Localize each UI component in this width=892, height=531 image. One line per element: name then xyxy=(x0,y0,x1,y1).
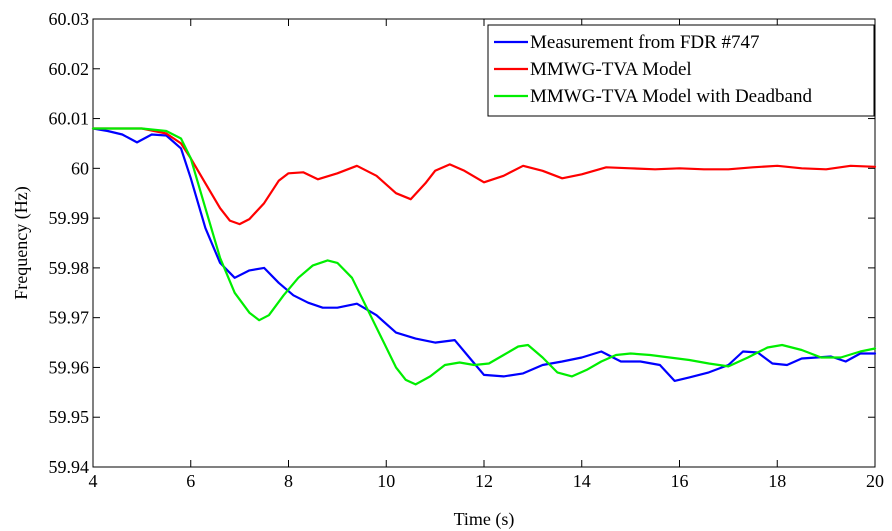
y-tick-label: 60 xyxy=(71,158,89,178)
x-tick-label: 4 xyxy=(89,471,98,491)
x-tick-label: 20 xyxy=(866,471,884,491)
y-tick-label: 59.94 xyxy=(49,457,90,477)
y-tick-label: 59.98 xyxy=(49,258,90,278)
legend-box xyxy=(487,24,875,117)
x-tick-label: 8 xyxy=(284,471,293,491)
x-tick-label: 14 xyxy=(573,471,591,491)
series-line-3 xyxy=(91,127,877,386)
legend-entry: Measurement from FDR #747 xyxy=(530,32,760,53)
legend: Measurement from FDR #747 MMWG-TVA Model M… xyxy=(487,24,875,117)
series-line-2 xyxy=(91,127,877,226)
x-tick-label: 6 xyxy=(186,471,195,491)
legend-entry: MMWG-TVA Model with Deadband xyxy=(530,86,812,107)
x-tick-label: 16 xyxy=(671,471,689,491)
axis-ticks: 4 6 8 10 12 14 16 18 20 59.94 59.95 59.96 59.97 59.98… xyxy=(49,9,885,491)
y-tick-label: 60.02 xyxy=(49,59,90,79)
x-axis-label: Time (s) xyxy=(454,509,515,530)
y-axis-label: Frequency (Hz) xyxy=(11,186,32,299)
y-tick-label: 59.96 xyxy=(49,357,90,377)
series-lines xyxy=(91,127,877,386)
x-tick-label: 12 xyxy=(475,471,493,491)
y-tick-label: 60.01 xyxy=(49,109,90,129)
x-tick-label: 10 xyxy=(377,471,395,491)
legend-entry: MMWG-TVA Model xyxy=(530,59,692,80)
x-tick-label: 18 xyxy=(768,471,786,491)
y-tick-label: 60.03 xyxy=(49,9,90,29)
y-tick-label: 59.97 xyxy=(49,308,90,328)
y-tick-label: 59.99 xyxy=(49,208,90,228)
y-tick-label: 59.95 xyxy=(49,407,90,427)
